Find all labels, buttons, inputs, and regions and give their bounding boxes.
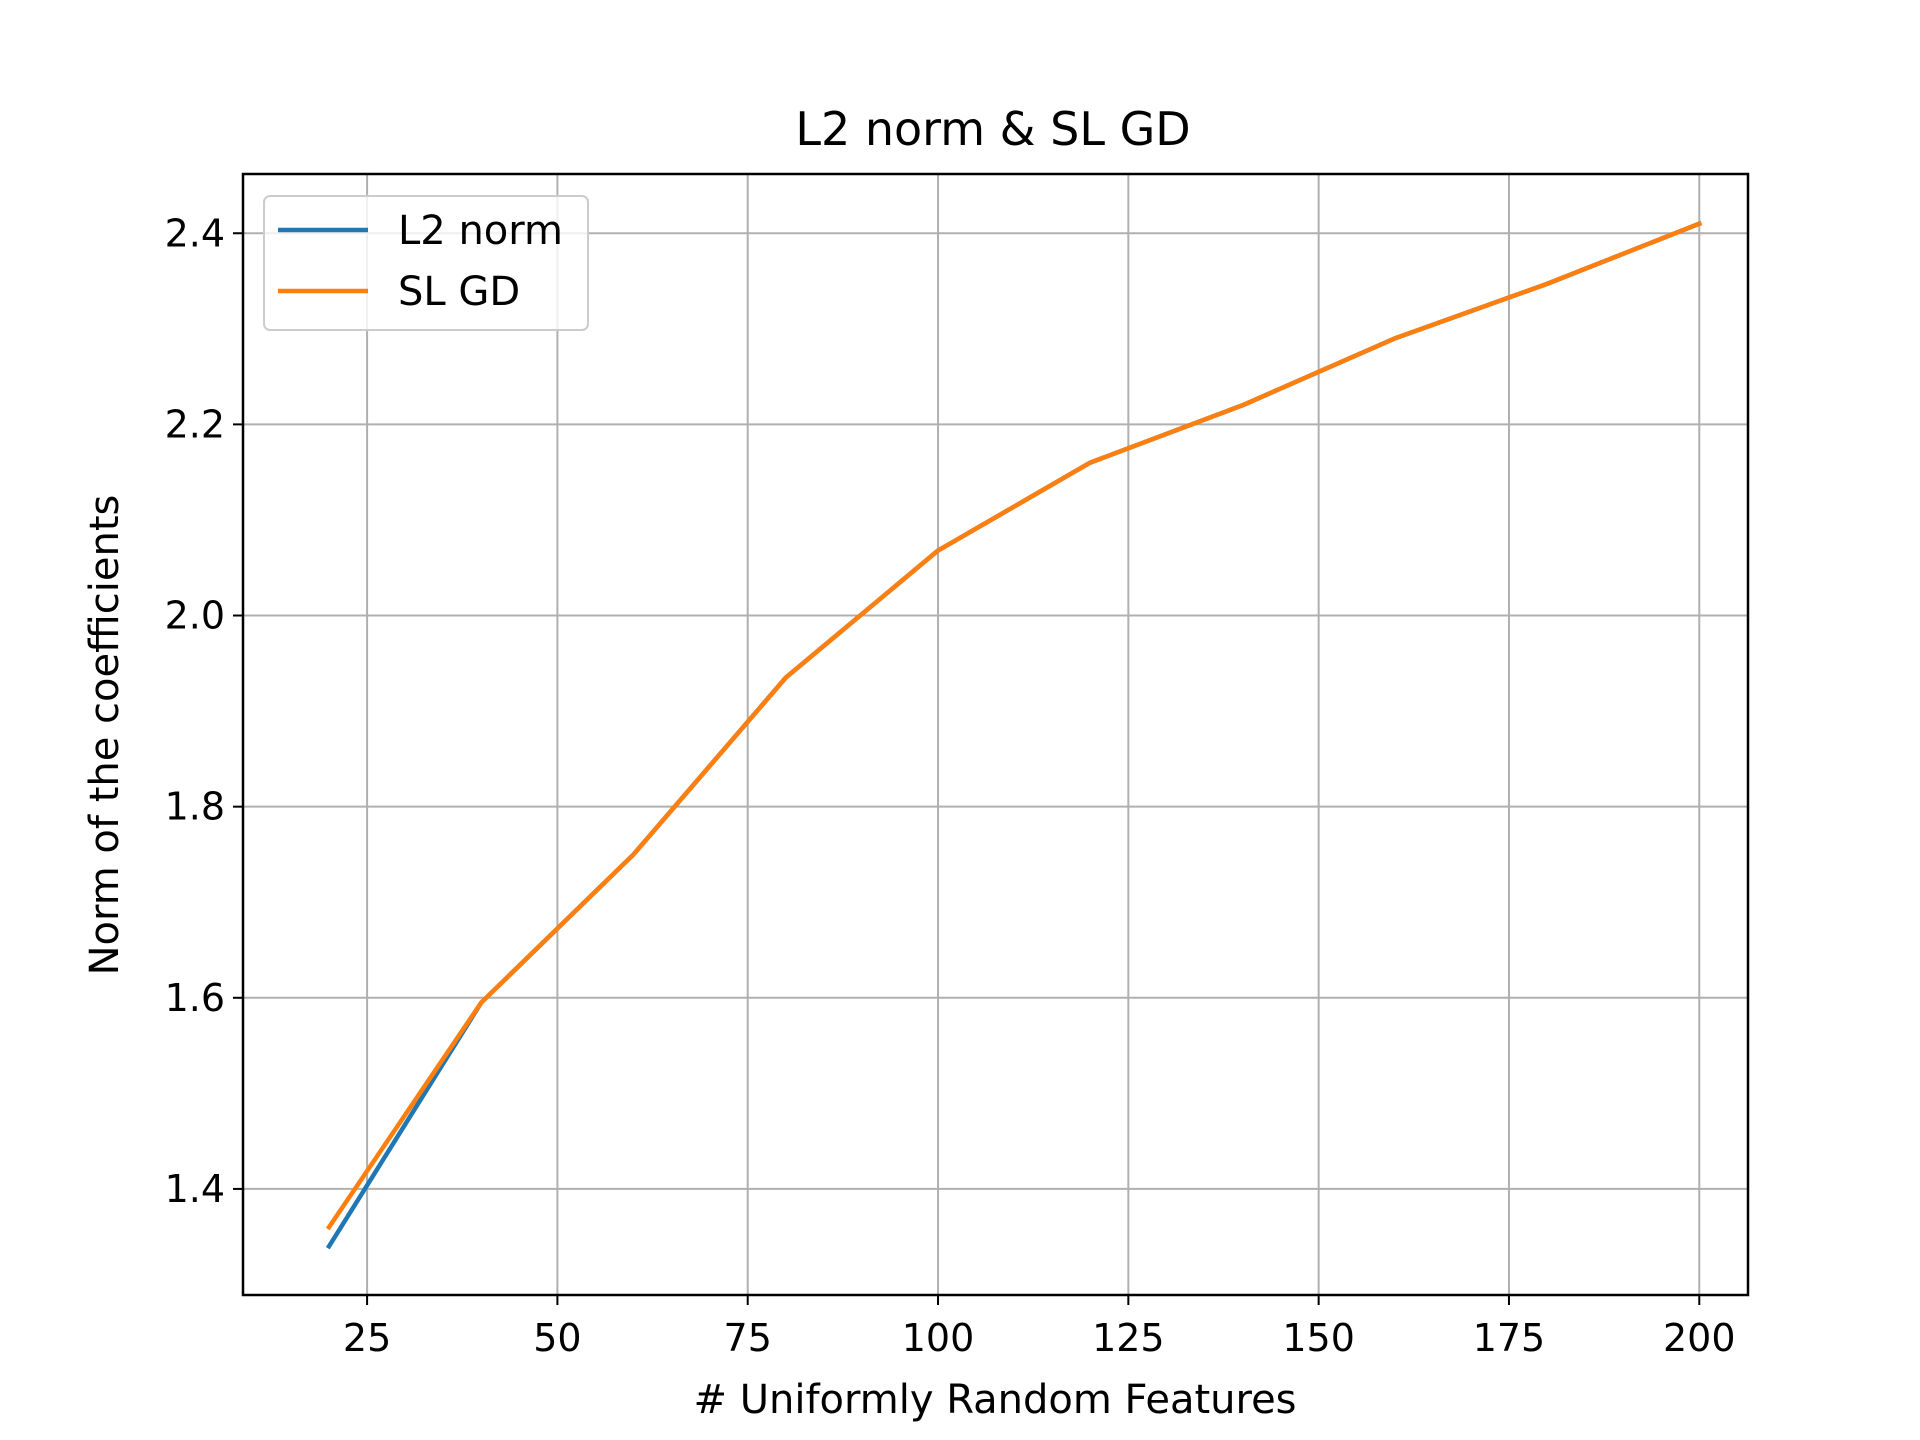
series-lines (325, 220, 1703, 1250)
y-tick-label: 1.8 (165, 785, 225, 829)
grid (243, 174, 1748, 1295)
x-axis-label: # Uniformly Random Features (693, 1377, 1296, 1423)
x-tick-label: 200 (1663, 1316, 1736, 1360)
legend-label: L2 norm (398, 208, 563, 254)
x-tick-label: 150 (1282, 1316, 1355, 1360)
x-tick-label: 25 (343, 1316, 391, 1360)
plot-frame (241, 172, 1750, 1297)
x-tick-label: 75 (724, 1316, 772, 1360)
y-tick-label: 2.4 (165, 211, 225, 255)
y-tick-label: 1.6 (165, 976, 225, 1020)
legend: L2 norm SL GD (263, 195, 589, 331)
x-tick-label: 100 (902, 1316, 975, 1360)
x-tick-label: 125 (1092, 1316, 1165, 1360)
y-axis-ticks: 1.4 1.6 1.8 2.0 2.2 2.4 (165, 211, 243, 1211)
y-axis-label: Norm of the coefficients (82, 495, 128, 976)
x-tick-label: 175 (1473, 1316, 1546, 1360)
x-tick-label: 50 (533, 1316, 581, 1360)
series-line-1 (325, 220, 1703, 1231)
y-tick-label: 1.4 (165, 1167, 225, 1211)
chart-title: L2 norm & SL GD (795, 102, 1190, 156)
y-tick-label: 2.2 (165, 402, 225, 446)
legend-label: SL GD (398, 269, 520, 315)
y-tick-label: 2.0 (165, 594, 225, 638)
x-axis-ticks: 25 50 75 100 125 150 175 200 (343, 1295, 1736, 1360)
